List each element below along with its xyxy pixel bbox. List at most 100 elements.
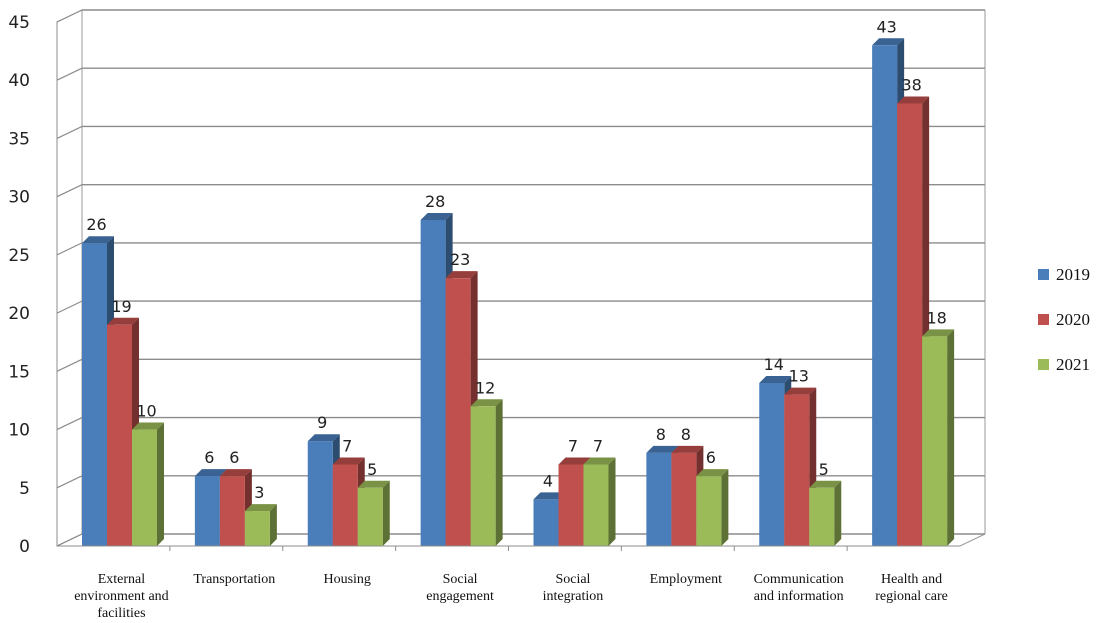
legend: 2019 2020 2021 <box>1038 265 1090 374</box>
data-label: 9 <box>317 413 327 432</box>
bar-front <box>696 476 722 546</box>
gridline-side <box>56 358 83 372</box>
bar-front <box>332 464 358 546</box>
gridline-side <box>56 300 83 314</box>
bar-front <box>922 336 948 546</box>
y-tick-label: 45 <box>8 13 30 33</box>
bar <box>219 469 252 546</box>
bar-front <box>558 464 584 546</box>
data-label: 10 <box>136 402 156 421</box>
y-tick-label: 15 <box>8 362 30 382</box>
x-category-label: Employment <box>650 572 722 587</box>
x-category-label-line: facilities <box>97 606 145 621</box>
bar <box>357 480 390 546</box>
x-category-label: Housing <box>323 572 370 587</box>
bar-top <box>872 38 905 46</box>
data-label: 8 <box>681 425 691 444</box>
bar-top <box>922 329 955 337</box>
data-label: 7 <box>593 436 603 455</box>
bar-front <box>107 324 132 546</box>
y-axis: 0 5 10 15 20 25 30 35 40 45 <box>8 13 58 557</box>
bar-front <box>759 382 785 546</box>
x-category-label: Communication and information <box>754 572 844 604</box>
bar <box>470 399 503 546</box>
bar-front <box>671 452 697 546</box>
data-label: 26 <box>86 215 106 234</box>
gridline-side <box>56 184 83 198</box>
x-category-label: External environment and facilities <box>74 572 168 621</box>
bar-top <box>194 469 227 477</box>
bar-top <box>219 469 252 477</box>
bar-side <box>495 399 503 546</box>
bar-front <box>646 452 672 546</box>
y-tick-label: 35 <box>8 129 30 149</box>
legend-swatch <box>1038 359 1049 370</box>
data-label: 5 <box>367 460 377 479</box>
bar-top <box>583 457 616 465</box>
data-label: 4 <box>543 471 553 490</box>
x-category-label-line: Social <box>555 572 590 587</box>
x-category-label-line: Transportation <box>193 572 275 587</box>
y-tick-label: 40 <box>8 71 30 91</box>
bar-front <box>420 219 446 546</box>
bar-front <box>445 278 471 546</box>
data-label: 7 <box>568 436 578 455</box>
data-label: 3 <box>254 483 264 502</box>
x-category-label-line: Social <box>443 572 478 587</box>
bar-front <box>470 406 496 546</box>
bar-front <box>307 441 333 546</box>
bar-side <box>834 480 842 546</box>
x-category-label-line: Housing <box>323 572 370 587</box>
bar-side <box>721 469 729 546</box>
gridline-side <box>56 125 83 139</box>
x-category-label-line: Communication <box>754 572 844 587</box>
data-label: 6 <box>706 448 716 467</box>
bars <box>82 38 955 547</box>
bar-front <box>897 103 923 546</box>
bar-top <box>533 492 566 500</box>
data-label: 12 <box>475 378 495 397</box>
legend-label: 2021 <box>1056 355 1090 374</box>
bar-top <box>671 445 704 453</box>
bar-top <box>82 236 114 244</box>
x-axis: External environment and facilities Transpo… <box>57 545 960 621</box>
data-label: 18 <box>926 308 946 327</box>
x-category-label-line: integration <box>543 589 604 604</box>
data-label: 8 <box>656 425 666 444</box>
data-label: 23 <box>450 250 470 269</box>
bar-front <box>533 499 559 546</box>
data-label: 5 <box>819 460 829 479</box>
x-category-label-line: and information <box>754 589 844 604</box>
grid-lines <box>56 9 985 547</box>
data-label: 13 <box>789 367 809 386</box>
side-wall <box>56 9 83 547</box>
x-category-label: Health and regional care <box>875 572 948 604</box>
bar <box>809 480 842 546</box>
x-category-label-line: engagement <box>426 589 494 604</box>
x-category-label-line: Employment <box>650 572 722 587</box>
bar-top <box>696 469 729 477</box>
bar-top <box>470 399 503 407</box>
bar-top <box>107 317 139 325</box>
gridline-side <box>56 417 83 431</box>
x-category-label: Social engagement <box>426 572 494 604</box>
bar <box>583 457 616 546</box>
bar-side <box>947 329 955 546</box>
bar-top <box>784 387 817 395</box>
bar-front <box>219 476 245 546</box>
bar-top <box>897 96 930 104</box>
y-tick-label: 10 <box>8 421 30 441</box>
bar-top <box>244 504 277 512</box>
bar-front <box>132 429 157 546</box>
y-tick-label: 5 <box>19 479 30 499</box>
bar-top <box>558 457 591 465</box>
data-label: 43 <box>876 17 896 36</box>
bar <box>244 504 277 546</box>
bar-top <box>332 457 365 465</box>
data-label: 6 <box>229 448 239 467</box>
x-category-label-line: Health and <box>881 572 942 587</box>
y-tick-label: 0 <box>19 537 30 557</box>
bar-front <box>357 487 383 546</box>
